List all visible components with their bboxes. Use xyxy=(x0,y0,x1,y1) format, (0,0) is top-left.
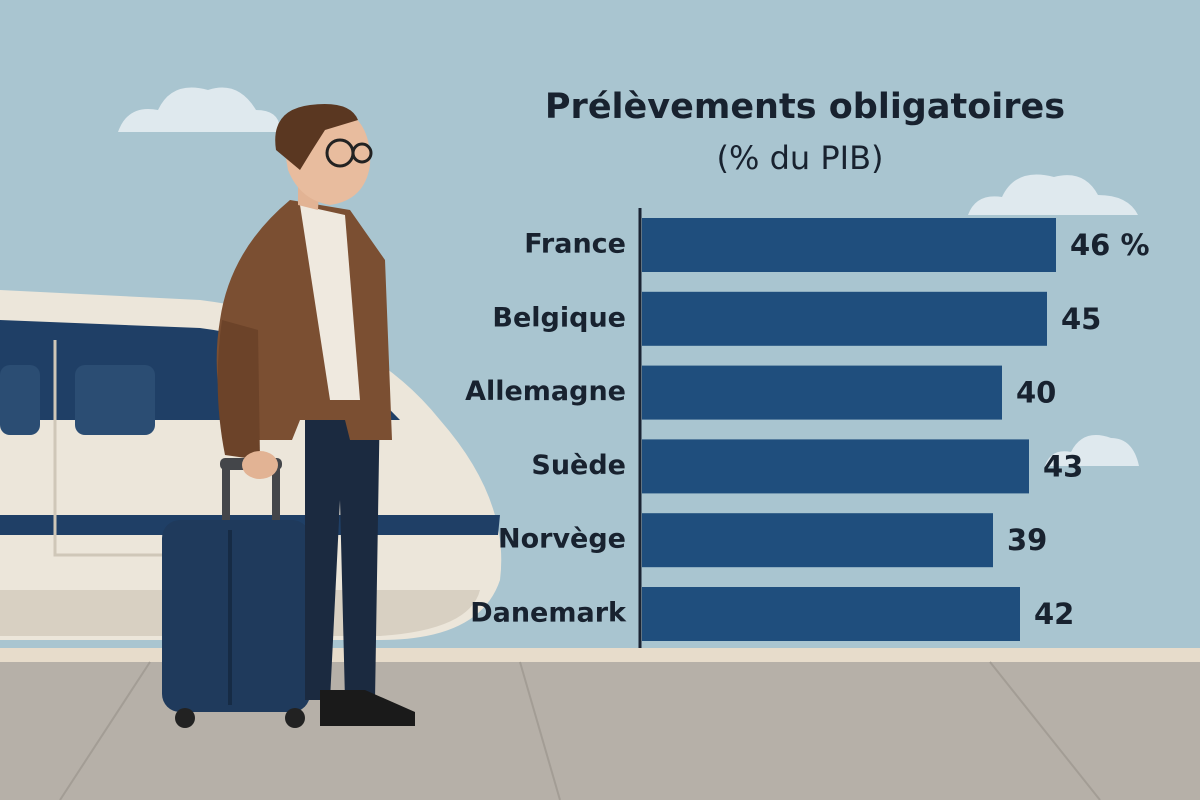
bar xyxy=(642,587,1020,641)
chart-title: Prélèvements obligatoires xyxy=(545,87,1065,127)
bar xyxy=(642,218,1056,272)
category-label: France xyxy=(524,229,626,260)
traveler xyxy=(216,104,415,726)
bar xyxy=(642,513,993,568)
bar xyxy=(642,365,1002,420)
value-label: 40 xyxy=(1016,376,1056,410)
category-label: Belgique xyxy=(492,302,626,333)
bar xyxy=(642,291,1047,346)
value-label: 43 xyxy=(1043,449,1083,483)
value-label: 39 xyxy=(1007,523,1047,557)
category-label: Norvège xyxy=(498,524,626,555)
category-label: Danemark xyxy=(470,598,627,629)
bar xyxy=(642,439,1029,494)
category-label: Suède xyxy=(531,450,626,481)
value-label: 45 xyxy=(1061,302,1101,336)
bars: France 46 % Belgique 45 Allemagne 40 Suède 43 No… xyxy=(465,218,1150,641)
value-label: 46 % xyxy=(1070,228,1150,262)
value-label: 42 xyxy=(1034,597,1074,631)
chart-subtitle: (% du PIB) xyxy=(717,139,884,177)
clouds xyxy=(118,87,1139,466)
ground-lines xyxy=(59,661,1101,800)
category-label: Allemagne xyxy=(465,376,626,407)
